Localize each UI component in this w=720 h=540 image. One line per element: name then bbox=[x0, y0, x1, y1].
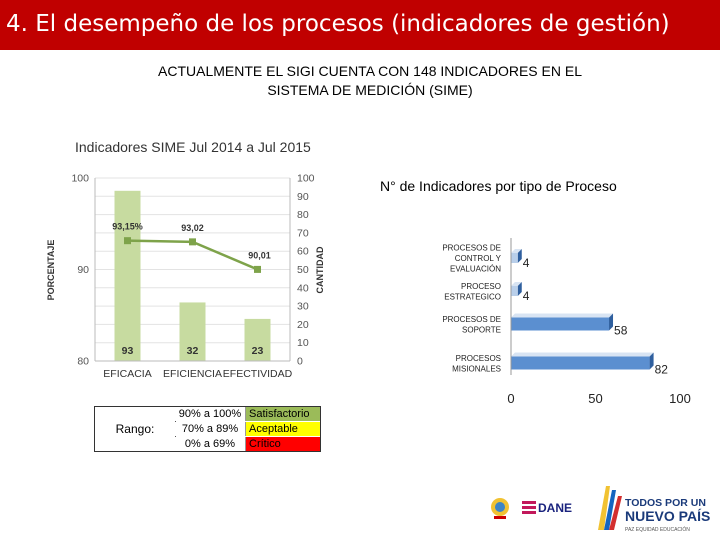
x-tick-label: EFICIENCIA bbox=[163, 368, 222, 380]
y-right-tick-label: 80 bbox=[297, 209, 309, 221]
line-data-label: 93,02 bbox=[181, 223, 204, 233]
chart1-title: Indicadores SIME Jul 2014 a Jul 2015 bbox=[75, 139, 311, 155]
y-left-tick-label: 100 bbox=[71, 173, 89, 185]
x-tick-label: EFICACIA bbox=[103, 368, 151, 380]
dane-text: DANE bbox=[538, 501, 572, 515]
chart-tipo-proceso: N° de Indicadores por tipo de Proceso 4 4… bbox=[380, 178, 691, 406]
brand-line-2: NUEVO PAÍS bbox=[625, 508, 710, 524]
dane-logo: DANE bbox=[522, 501, 572, 515]
y-right-tick-label: 60 bbox=[297, 246, 309, 258]
chart2-title: N° de Indicadores por tipo de Proceso bbox=[380, 178, 617, 194]
category-label: PROCESOS DE bbox=[442, 315, 501, 324]
bar-3d-top bbox=[511, 249, 522, 253]
category-label: CONTROL Y bbox=[455, 254, 502, 263]
header-bar: 4. El desempeño de los procesos (indicad… bbox=[0, 0, 720, 50]
bar-efectividad bbox=[244, 318, 271, 361]
x-tick-label: EFECTIVIDAD bbox=[223, 368, 293, 380]
y-right-tick-label: 90 bbox=[297, 191, 309, 203]
bar-data-label: 93 bbox=[122, 345, 134, 357]
category-label: ESTRATEGICO bbox=[444, 292, 501, 301]
bar-proceso bbox=[511, 286, 518, 296]
bar-data-label: 4 bbox=[523, 289, 530, 303]
y-right-tick-label: 30 bbox=[297, 301, 309, 313]
range-value: 90% a 100% bbox=[175, 407, 246, 421]
category-label: PROCESO bbox=[461, 282, 501, 291]
brand-tagline: PAZ EQUIDAD EDUCACIÓN bbox=[625, 526, 690, 533]
range-category: Aceptable bbox=[246, 422, 320, 436]
y-right-tick-label: 20 bbox=[297, 319, 309, 331]
bar-proceso bbox=[511, 253, 518, 263]
bar-3d-top bbox=[511, 282, 522, 286]
percentage-point bbox=[124, 237, 131, 245]
y-right-tick-label: 100 bbox=[297, 173, 315, 185]
bar-eficiencia bbox=[179, 302, 206, 361]
percentage-point bbox=[254, 265, 261, 273]
y-left-tick-label: 90 bbox=[77, 264, 89, 276]
bar-3d-side bbox=[517, 282, 522, 296]
todos-por-un-nuevo-pais-logo: TODOS POR UN NUEVO PAÍS PAZ EQUIDAD EDUC… bbox=[598, 486, 710, 533]
range-value: 0% a 69% bbox=[175, 437, 246, 451]
bar-data-label: 82 bbox=[655, 363, 669, 377]
brand-line-1: TODOS POR UN bbox=[625, 497, 706, 509]
line-data-label: 90,01 bbox=[248, 250, 271, 260]
bar-data-label: 23 bbox=[252, 345, 264, 357]
subtitle-line-2: SISTEMA DE MEDICIÓN (SIME) bbox=[267, 82, 473, 98]
range-category: Crítico bbox=[246, 437, 320, 451]
bar-proceso bbox=[511, 317, 610, 331]
bar-data-label: 32 bbox=[187, 345, 199, 357]
chart1-ylabel-left: PORCENTAJE bbox=[46, 240, 56, 301]
chart-indicadores-sime: Indicadores SIME Jul 2014 a Jul 2015 POR… bbox=[46, 139, 325, 380]
footer-logos: DANE TODOS POR UN NUEVO PAÍS PAZ EQUIDAD… bbox=[491, 486, 710, 533]
y-right-tick-label: 0 bbox=[297, 356, 303, 368]
range-row-critico: 0% a 69% Crítico bbox=[175, 437, 320, 451]
category-label: SOPORTE bbox=[462, 325, 501, 334]
percentage-point bbox=[189, 238, 196, 246]
y-right-tick-label: 10 bbox=[297, 337, 309, 349]
bar-3d-side bbox=[609, 313, 614, 331]
coat-of-arms-logo bbox=[491, 498, 509, 519]
line-data-label: 93,15% bbox=[112, 222, 143, 232]
bar-3d-side bbox=[517, 249, 522, 263]
range-label: Rango: bbox=[95, 407, 176, 451]
range-table: Rango: 90% a 100% Satisfactorio 70% a 89… bbox=[94, 406, 321, 452]
range-value: 70% a 89% bbox=[175, 422, 246, 436]
subtitle: ACTUALMENTE EL SIGI CUENTA CON 148 INDIC… bbox=[120, 62, 620, 100]
x-tick-label: 0 bbox=[507, 391, 514, 406]
bar-proceso bbox=[511, 356, 650, 370]
range-row-satisfactorio: 90% a 100% Satisfactorio bbox=[175, 407, 320, 421]
subtitle-line-1: ACTUALMENTE EL SIGI CUENTA CON 148 INDIC… bbox=[158, 63, 582, 79]
category-label: EVALUACIÓN bbox=[450, 265, 501, 274]
y-right-tick-label: 50 bbox=[297, 264, 309, 276]
bar-3d-top bbox=[511, 352, 654, 357]
range-row-aceptable: 70% a 89% Aceptable bbox=[175, 422, 320, 436]
bar-data-label: 4 bbox=[523, 256, 530, 270]
x-tick-label: 50 bbox=[588, 391, 602, 406]
page-title: 4. El desempeño de los procesos (indicad… bbox=[6, 11, 670, 37]
category-label: PROCESOS bbox=[456, 354, 501, 363]
bar-eficacia bbox=[114, 190, 141, 361]
category-label: PROCESOS DE bbox=[442, 244, 501, 253]
y-right-tick-label: 70 bbox=[297, 227, 309, 239]
x-tick-label: 100 bbox=[669, 391, 691, 406]
y-right-tick-label: 40 bbox=[297, 282, 309, 294]
bar-3d-side bbox=[649, 352, 654, 370]
chart1-ylabel-right: CANTIDAD bbox=[315, 246, 325, 293]
category-label: MISIONALES bbox=[452, 364, 501, 373]
y-left-tick-label: 80 bbox=[77, 356, 89, 368]
bar-3d-top bbox=[511, 313, 614, 318]
bar-data-label: 58 bbox=[614, 324, 628, 338]
range-category: Satisfactorio bbox=[246, 407, 320, 421]
